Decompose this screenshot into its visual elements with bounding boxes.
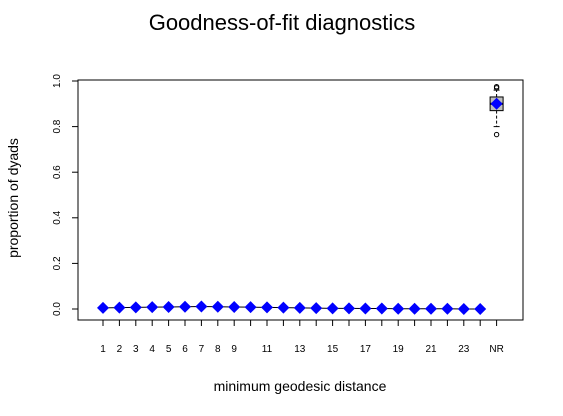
- observed-point: [343, 302, 355, 315]
- observed-point: [113, 301, 126, 314]
- x-tick-label: 8: [215, 344, 221, 355]
- observed-point: [441, 302, 454, 315]
- x-tick-label: 11: [262, 344, 273, 355]
- x-tick-label: 15: [327, 344, 339, 355]
- observed-point: [146, 301, 159, 314]
- y-tick-label: 1.0: [52, 74, 63, 88]
- observed-point: [228, 300, 241, 313]
- observed-points: [97, 97, 503, 315]
- observed-point: [474, 303, 487, 315]
- x-tick-label: 19: [393, 344, 405, 355]
- x-tick-label: 13: [294, 344, 306, 355]
- observed-point: [359, 302, 372, 315]
- chart-title: Goodness-of-fit diagnostics: [149, 10, 416, 35]
- x-tick-label: 6: [182, 344, 188, 355]
- observed-line: [102, 305, 481, 310]
- x-tick-label: 4: [149, 344, 155, 355]
- y-tick-label: 0.0: [52, 302, 63, 316]
- observed-point: [375, 302, 388, 315]
- x-tick-label: 5: [166, 344, 172, 355]
- box-outlier: [493, 131, 500, 138]
- observed-point: [310, 302, 323, 315]
- x-axis: 1 2 3 4 5 6 7 8 9 11 13 15 17 19 21 23 NR: [100, 319, 504, 355]
- y-tick-label: 0.8: [52, 119, 63, 133]
- observed-point: [293, 301, 306, 314]
- observed-point: [457, 303, 470, 315]
- observed-point: [408, 302, 421, 315]
- observed-point: [162, 300, 175, 313]
- y-tick-label: 0.4: [52, 210, 63, 224]
- x-tick-label: 3: [133, 344, 139, 355]
- y-axis: 0.0 0.2 0.4 0.6 0.8 1.0: [52, 74, 79, 316]
- x-tick-label: 7: [199, 344, 205, 355]
- x-tick-label: 2: [117, 344, 123, 355]
- observed-point: [277, 301, 290, 314]
- observed-point: [211, 300, 224, 313]
- observed-point: [195, 300, 208, 313]
- observed-point: [261, 301, 273, 314]
- x-tick-label: 1: [100, 344, 106, 355]
- y-axis-label: proportion of dyads: [5, 138, 21, 258]
- y-tick-label: 0.2: [52, 256, 63, 270]
- box-outlier: [493, 84, 500, 90]
- x-tick-label: 17: [360, 344, 372, 355]
- observed-point: [326, 302, 339, 315]
- observed-point: [179, 300, 191, 313]
- x-tick-label: 21: [425, 344, 437, 355]
- observed-point: [97, 301, 109, 314]
- observed-point: [129, 301, 142, 314]
- observed-point: [244, 301, 257, 314]
- x-tick-label: 9: [231, 344, 237, 355]
- observed-point: [490, 97, 503, 110]
- plot-frame: [77, 79, 524, 321]
- x-tick-label: NR: [489, 344, 503, 355]
- observed-point: [425, 302, 437, 315]
- y-tick-label: 0.6: [52, 165, 63, 179]
- x-axis-label: minimum geodesic distance: [214, 378, 387, 394]
- nr-boxplot: [489, 84, 504, 138]
- x-tick-label: 23: [458, 344, 470, 355]
- observed-point: [392, 302, 405, 315]
